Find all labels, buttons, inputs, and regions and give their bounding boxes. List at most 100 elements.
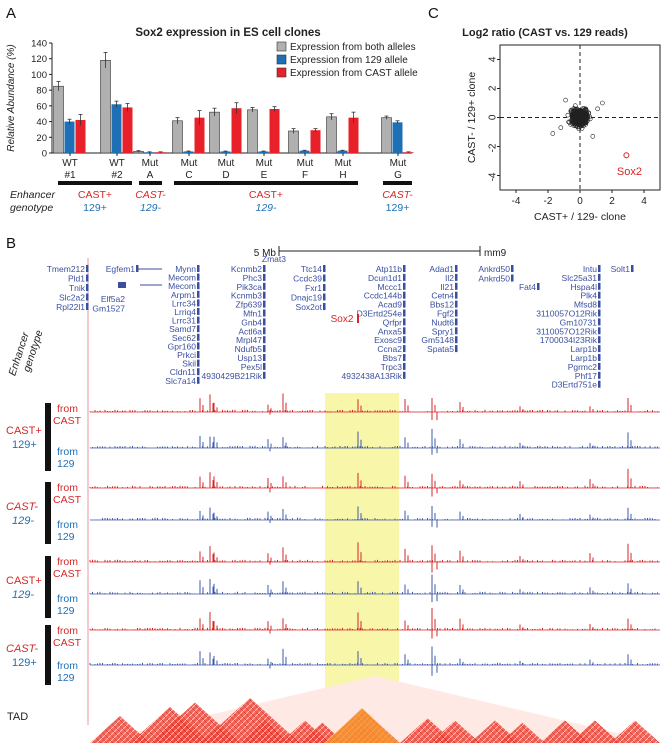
bar-cast: [194, 117, 205, 153]
cast-label: CAST: [53, 637, 82, 649]
category-sub-label: C: [185, 170, 192, 181]
track-cast: [89, 542, 660, 573]
bar-cast: [122, 107, 133, 153]
y-tick-label: 4: [488, 56, 499, 62]
gene-glyph: [263, 318, 266, 326]
gene-glyph: [263, 371, 266, 379]
from-label: from: [57, 403, 78, 415]
from-label: from: [57, 625, 78, 637]
legend-swatch-both: [276, 41, 287, 52]
gene-label: Gm1527: [92, 304, 125, 314]
scatter-point: [577, 118, 583, 124]
cast-label: CAST: [53, 415, 82, 427]
group-cast-label: CAST-: [6, 643, 38, 655]
gene-glyph: [455, 345, 458, 353]
gene-glyph: [403, 291, 406, 299]
gene-glyph: [511, 274, 514, 282]
track-signal: [89, 608, 658, 639]
gene-glyph: [197, 290, 200, 298]
cast-label: CAST: [53, 568, 82, 580]
scatter-point: [550, 131, 556, 136]
gene-label: Mecom: [168, 281, 196, 291]
gene-label: Sec62: [172, 333, 196, 343]
gene-glyph: [263, 327, 266, 335]
genotype-129-label: 129-: [255, 202, 277, 214]
legend-swatch-cast: [276, 67, 287, 78]
bar-allele129: [337, 150, 348, 153]
bar-allele129: [392, 122, 403, 153]
sox2-point-label: Sox2: [617, 166, 642, 178]
gene-glyph: [455, 282, 458, 290]
gene-label: Bbs12: [430, 300, 454, 310]
category-sub-label: D: [222, 170, 229, 181]
tad-domain-highlight: [325, 708, 399, 743]
bar-chart-legend: Expression from both alleles Expression f…: [276, 41, 418, 79]
track-signal: [89, 542, 658, 573]
bar-allele129: [299, 150, 310, 153]
gene-label: Mfn1: [243, 309, 262, 319]
gene-glyph: [598, 354, 601, 361]
gene-label: Lrriq4: [174, 307, 196, 317]
gene-label: Mecom: [168, 273, 196, 283]
gene-label: Acad9: [378, 300, 402, 310]
bar-chart: Sox2 expression in ES cell clones 0 20 40 6…: [6, 27, 418, 214]
gene-glyph: [598, 300, 601, 308]
gene-label: Slc2a2: [59, 293, 85, 303]
track-signal: [89, 468, 658, 497]
gene-label: Gm5148: [421, 335, 454, 345]
tad-domain: [570, 720, 620, 743]
panel-label-b: B: [6, 235, 16, 252]
genotype-129-label: 129-: [140, 202, 162, 214]
legend-swatch-allele129: [276, 54, 287, 65]
from-label: from: [57, 482, 78, 494]
gene-glyph: [598, 380, 601, 388]
bar-both: [172, 120, 183, 154]
gene-glyph: [197, 265, 200, 272]
gene-label: Samd7: [169, 324, 196, 334]
gene-label: Qrfpr: [383, 317, 403, 327]
track-signal: [89, 428, 658, 455]
category-sub-label: F: [302, 170, 308, 181]
gene-label: Kcnmb3: [231, 291, 262, 301]
gene-label: Nudt6: [431, 317, 454, 327]
gene-glyph: [403, 371, 406, 379]
gene-label: Prkci: [177, 350, 196, 360]
gene-glyph: [598, 309, 601, 317]
bar-both: [209, 111, 220, 154]
group-bar: [45, 482, 51, 544]
gene-glyph: [598, 345, 601, 353]
gene-label: Atp11b: [376, 264, 403, 274]
gene-glyph: [136, 265, 139, 272]
gene-label: Phc3: [243, 273, 263, 283]
allele-129-label: 129: [57, 672, 75, 684]
bar-cast: [269, 109, 280, 153]
gene-label: Usp13: [237, 353, 262, 363]
track-labels: EnhancergenotypeCAST+129+fromCASTfrom129…: [6, 329, 82, 685]
gene-glyph: [197, 273, 200, 281]
bar-both: [381, 117, 392, 154]
genotype-cast-label: CAST+: [249, 189, 283, 201]
scatter-point: [579, 115, 585, 120]
gene-label: Gpr160: [168, 341, 197, 351]
gene-glyph: [598, 327, 601, 335]
scatter-points: Sox2: [550, 97, 642, 178]
gene-label: Solt1: [611, 264, 631, 274]
legend-label-both: Expression from both alleles: [290, 42, 416, 53]
scatter-plot: Log2 ratio (CAST vs. 129 reads) -4 -2 0 2 4-…: [462, 27, 661, 223]
gene-label: Arpm1: [171, 290, 196, 300]
group-129-label: 129-: [12, 515, 34, 527]
gene-glyph: [197, 342, 200, 350]
group-bar: [45, 403, 51, 471]
scatter-point: [568, 107, 574, 113]
signal-tracks: [89, 393, 660, 676]
gene-glyph: [537, 283, 540, 290]
track-129: [89, 646, 660, 676]
bar-both: [100, 59, 111, 154]
gene-glyph: [263, 282, 266, 290]
gene-glyph: [403, 309, 406, 317]
gene-glyph: [455, 265, 458, 272]
scatter-point: [568, 118, 574, 123]
gene-glyph: [455, 273, 458, 281]
